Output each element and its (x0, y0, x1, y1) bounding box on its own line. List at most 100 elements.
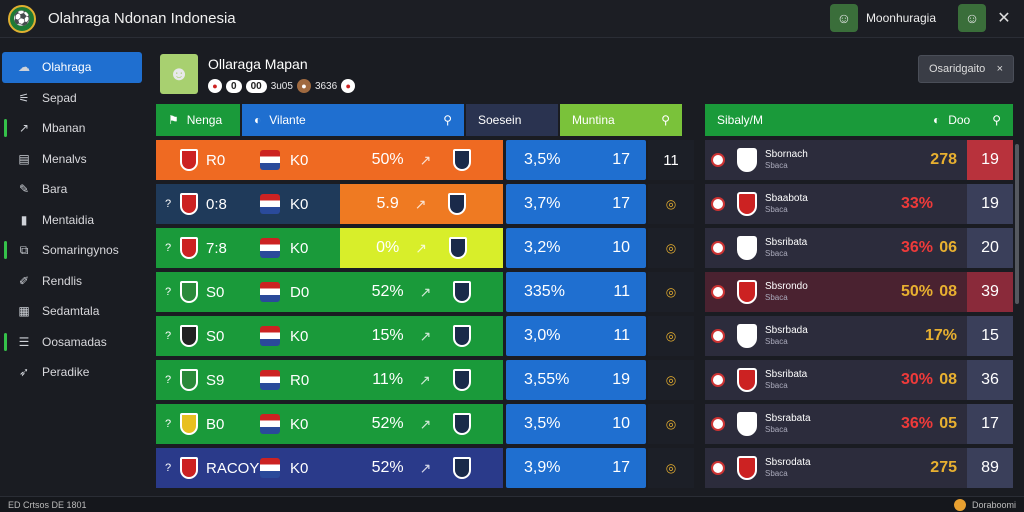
odds-cell[interactable]: 3,5% 10 (506, 404, 646, 444)
sidebar-item-label: Sedamtala (42, 304, 100, 319)
percent-cell: 52% ↗ (340, 404, 503, 444)
match-cell: ? S9 R0 11% ↗ (156, 360, 503, 400)
odds-value: 3,55% (524, 371, 570, 388)
team-crest-icon (737, 192, 757, 216)
table-row[interactable]: R0 K0 50% ↗ 3,5% 17 11 (156, 140, 696, 180)
team-crest-icon (453, 413, 472, 435)
odds-cell[interactable]: 3,0% 11 (506, 316, 646, 356)
standings-row[interactable]: Sbsrabata Sbaca 36% 05 17 (705, 404, 1013, 444)
team-name: Sbsrbada (765, 325, 808, 336)
sidebar-item-5[interactable]: ▮ Mentaidia (2, 205, 142, 236)
table-row[interactable]: ? S9 R0 11% ↗ 3,55% 19 ◎ (156, 360, 696, 400)
team-crest-icon (180, 325, 198, 347)
standings-row[interactable]: Sbsrodata Sbaca 275 89 (705, 448, 1013, 488)
odds-count: 19 (612, 371, 630, 388)
category-filter-button[interactable]: Osaridgaito × (918, 55, 1014, 83)
extra-cell[interactable]: ◎ (648, 404, 694, 444)
sidebar-item-6[interactable]: ⧉ Somaringynos (2, 235, 142, 266)
search-icon[interactable]: ⚲ (661, 113, 670, 127)
percent: 36% (900, 239, 933, 256)
match-cell: ? S0 K0 15% ↗ (156, 316, 503, 356)
scrollbar[interactable] (1015, 144, 1019, 304)
team-name: Sbaabota (765, 193, 808, 204)
tab-2[interactable]: Soesein (466, 104, 558, 136)
team-code: K0 (290, 195, 309, 213)
sidebar-item-0[interactable]: ☁ Olahraga (2, 52, 142, 83)
odds-cell[interactable]: 335% 11 (506, 272, 646, 312)
coin-icon: ◎ (665, 373, 677, 387)
team-crest-icon (180, 413, 198, 435)
extra-cell[interactable]: ◎ (648, 272, 694, 312)
sidebar-item-4[interactable]: ✎ Bara (2, 174, 142, 205)
right-header-label: Sibaly/M (717, 113, 764, 127)
points: 08 (939, 283, 957, 300)
odds-cell[interactable]: 3,5% 17 (506, 140, 646, 180)
chart-icon: ⚟ (18, 90, 30, 105)
table-row[interactable]: ? RACOY K0 52% ↗ 3,9% 17 ◎ (156, 448, 696, 488)
extra-cell[interactable]: ◎ (648, 184, 694, 224)
app-title: Olahraga Ndonan Indonesia (48, 10, 236, 27)
percent: 52% (371, 459, 404, 476)
extra-cell[interactable]: 11 (648, 140, 694, 180)
search-icon[interactable]: ⚲ (443, 113, 452, 127)
table-row[interactable]: ? 0:8 K0 5.9 ↗ 3,7% 17 ◎ (156, 184, 696, 224)
close-icon[interactable]: ✕ (997, 10, 1011, 27)
sidebar-item-1[interactable]: ⚟ Sepad (2, 83, 142, 114)
table-row[interactable]: ? S0 D0 52% ↗ 335% 11 ◎ (156, 272, 696, 312)
chip-badge-2: 00 (245, 79, 267, 93)
rank: ? (164, 374, 172, 386)
sidebar-item-10[interactable]: ➶ Peradike (2, 357, 142, 388)
stats-icon: ▮ (20, 212, 28, 227)
table-row[interactable]: ? 7:8 K0 0% ↗ 3,2% 10 ◎ (156, 228, 696, 268)
tab-0[interactable]: ⚑ Nenga (156, 104, 240, 136)
sidebar-item-9[interactable]: ☰ Oosamadas (2, 327, 142, 358)
odds-cell[interactable]: 3,2% 10 (506, 228, 646, 268)
standings-row[interactable]: Sbsrondo Sbaca 50% 08 39 (705, 272, 1013, 312)
last-value: 89 (967, 448, 1013, 488)
percent: 0% (376, 239, 400, 256)
table-row[interactable]: ? S0 K0 15% ↗ 3,0% 11 ◎ (156, 316, 696, 356)
percent-cell: 11% ↗ (340, 360, 503, 400)
toggle-icon[interactable]: ◐ (932, 113, 941, 127)
sidebar-item-8[interactable]: ▦ Sedamtala (2, 296, 142, 327)
standings-row[interactable]: Sbornach Sbaca 278 19 (705, 140, 1013, 180)
secondary-avatar[interactable]: ☺ (958, 4, 986, 32)
sidebar-item-label: Sepad (42, 90, 77, 105)
header-panel: ☻ Ollaraga Mapan ● 0 00 3u05 ● 3636 ● (158, 52, 498, 98)
table-row[interactable]: ? B0 K0 52% ↗ 3,5% 10 ◎ (156, 404, 696, 444)
odds-cell[interactable]: 3,7% 17 (506, 184, 646, 224)
last-value: 19 (967, 140, 1013, 180)
score: 7:8 (206, 239, 227, 257)
points: 278 (930, 151, 957, 168)
match-cell: ? 7:8 K0 0% ↗ (156, 228, 503, 268)
active-marker (4, 241, 7, 259)
extra-cell[interactable]: ◎ (648, 316, 694, 356)
extra-cell[interactable]: ◎ (648, 228, 694, 268)
tab-label: Vilante (269, 113, 306, 127)
standings-row[interactable]: Sbsrbada Sbaca 17% 15 (705, 316, 1013, 356)
sidebar-item-3[interactable]: ▤ Menalvs (2, 144, 142, 175)
team-crest-icon (737, 368, 757, 392)
sidebar-item-7[interactable]: ✐ Rendlis (2, 266, 142, 297)
user-avatar[interactable]: ☺ (829, 4, 858, 32)
tab-1[interactable]: ◐ Vilante ⚲ (242, 104, 464, 136)
rank: ? (164, 418, 172, 430)
odds-count: 17 (612, 195, 630, 212)
status-icon (711, 373, 725, 387)
tab-3[interactable]: Muntina ⚲ (560, 104, 682, 136)
score: S9 (206, 371, 225, 389)
sidebar-item-label: Peradike (42, 365, 90, 380)
extra-cell[interactable]: ◎ (648, 448, 694, 488)
team-crest-icon (180, 281, 198, 303)
sidebar-item-2[interactable]: ↗ Mbanan (2, 113, 142, 144)
team-name: Sbsrodata (765, 457, 811, 468)
standings-row[interactable]: Sbsribata Sbaca 36% 06 20 (705, 228, 1013, 268)
search-icon[interactable]: ⚲ (992, 113, 1001, 127)
odds-cell[interactable]: 3,55% 19 (506, 360, 646, 400)
close-icon[interactable]: × (996, 63, 1003, 75)
odds-cell[interactable]: 3,9% 17 (506, 448, 646, 488)
standings-row[interactable]: Sbaabota Sbaca 33% 19 (705, 184, 1013, 224)
extra-cell[interactable]: ◎ (648, 360, 694, 400)
standings-row[interactable]: Sbsribata Sbaca 30% 08 36 (705, 360, 1013, 400)
top-bar: ⚽ Olahraga Ndonan Indonesia ☺ Moonhuragi… (0, 0, 1024, 38)
